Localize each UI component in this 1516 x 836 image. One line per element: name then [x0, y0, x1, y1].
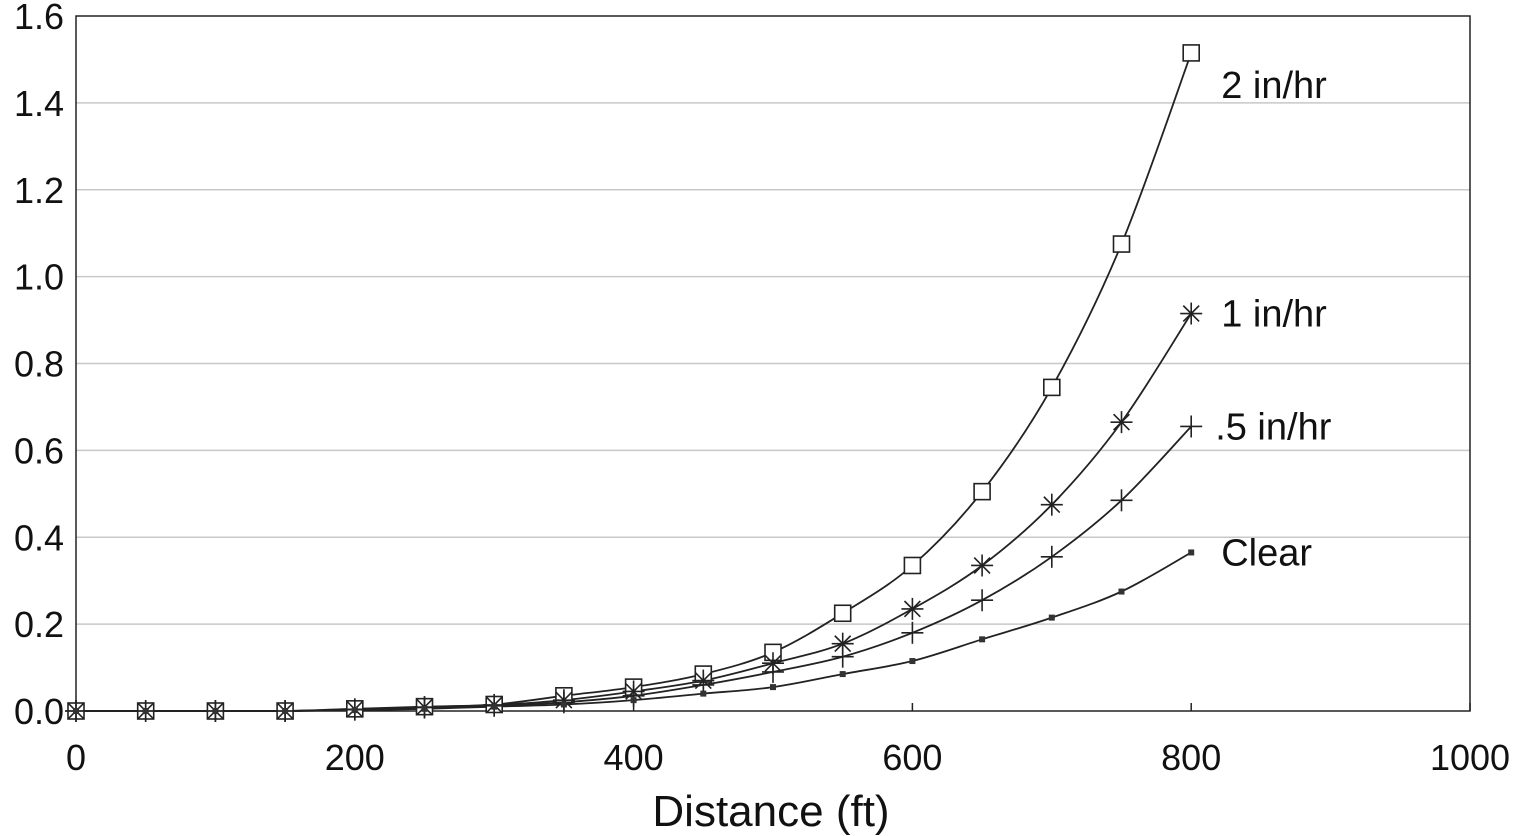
- dot-marker: [839, 671, 846, 678]
- x-tick-label: 1000: [1430, 737, 1510, 778]
- y-tick-label: 0.2: [14, 604, 64, 645]
- dot-marker: [282, 708, 289, 714]
- y-tick-label: 1.6: [14, 0, 64, 37]
- asterisk-marker: [1040, 493, 1063, 516]
- y-tick-label: 0.8: [14, 344, 64, 385]
- square-marker: [1182, 44, 1200, 62]
- plus-marker: [762, 660, 784, 683]
- asterisk-marker: [901, 597, 924, 620]
- series-markers: [65, 44, 1203, 722]
- dot-marker: [700, 690, 707, 697]
- plus-marker: [1040, 545, 1063, 568]
- x-tick-label: 400: [604, 737, 664, 778]
- x-tick-label: 200: [325, 737, 385, 778]
- series-line: [76, 52, 1193, 713]
- y-tick-label: 0.0: [14, 691, 64, 732]
- plus-marker: [1110, 489, 1133, 512]
- dot-marker: [142, 708, 149, 714]
- dot-marker: [1048, 614, 1055, 621]
- square-marker: [973, 482, 991, 501]
- plus-marker: [971, 589, 994, 612]
- dot-marker: [979, 636, 986, 643]
- y-tick-label: 1.4: [14, 83, 64, 124]
- square-marker: [1112, 235, 1131, 253]
- plus-marker: [831, 645, 854, 668]
- y-tick-label: 1.0: [14, 257, 64, 298]
- x-tick-label: 800: [1161, 737, 1221, 778]
- y-tick-label: 0.4: [14, 517, 64, 558]
- square-marker: [1043, 378, 1061, 397]
- series-label: 1 in/hr: [1221, 294, 1327, 336]
- dot-marker: [421, 705, 428, 712]
- dot-marker: [1188, 549, 1195, 556]
- square-marker: [833, 604, 852, 623]
- dot-marker: [351, 707, 358, 714]
- plus-marker: [1180, 415, 1203, 438]
- dot-marker: [630, 697, 637, 704]
- x-axis-title: Distance (ft): [652, 787, 889, 836]
- grid-lines: [76, 102, 1470, 625]
- series-line: [76, 425, 1192, 712]
- dot-marker: [73, 708, 79, 714]
- plus-marker: [901, 621, 924, 644]
- dot-marker: [909, 658, 916, 665]
- asterisk-marker: [1180, 302, 1203, 325]
- dot-marker: [1118, 588, 1125, 595]
- square-marker: [903, 556, 922, 575]
- plot-frame: [75, 15, 1471, 712]
- asterisk-marker: [971, 554, 994, 577]
- series-labels: 2 in/hr 1 in/hr .5 in/hr Clear: [1215, 65, 1332, 575]
- dot-marker: [212, 708, 219, 714]
- x-tick-label: 600: [882, 737, 942, 778]
- x-tick-label: 0: [66, 737, 86, 778]
- series-line: [76, 313, 1192, 713]
- series-label: Clear: [1221, 532, 1312, 574]
- dot-marker: [770, 684, 776, 691]
- x-axis-ticks: 0 200 400 600 800 1000: [66, 703, 1510, 778]
- series-lines: [76, 52, 1193, 713]
- series-label: 2 in/hr: [1221, 65, 1327, 107]
- y-axis-ticks: 0.0 0.2 0.4 0.6 0.8 1.0 1.2 1.4 1.6: [14, 0, 64, 732]
- series-label: .5 in/hr: [1215, 406, 1332, 448]
- y-tick-label: 1.2: [14, 170, 64, 211]
- y-tick-label: 0.6: [14, 430, 64, 471]
- dot-marker: [560, 701, 567, 708]
- asterisk-marker: [1110, 411, 1133, 434]
- dot-marker: [491, 703, 498, 710]
